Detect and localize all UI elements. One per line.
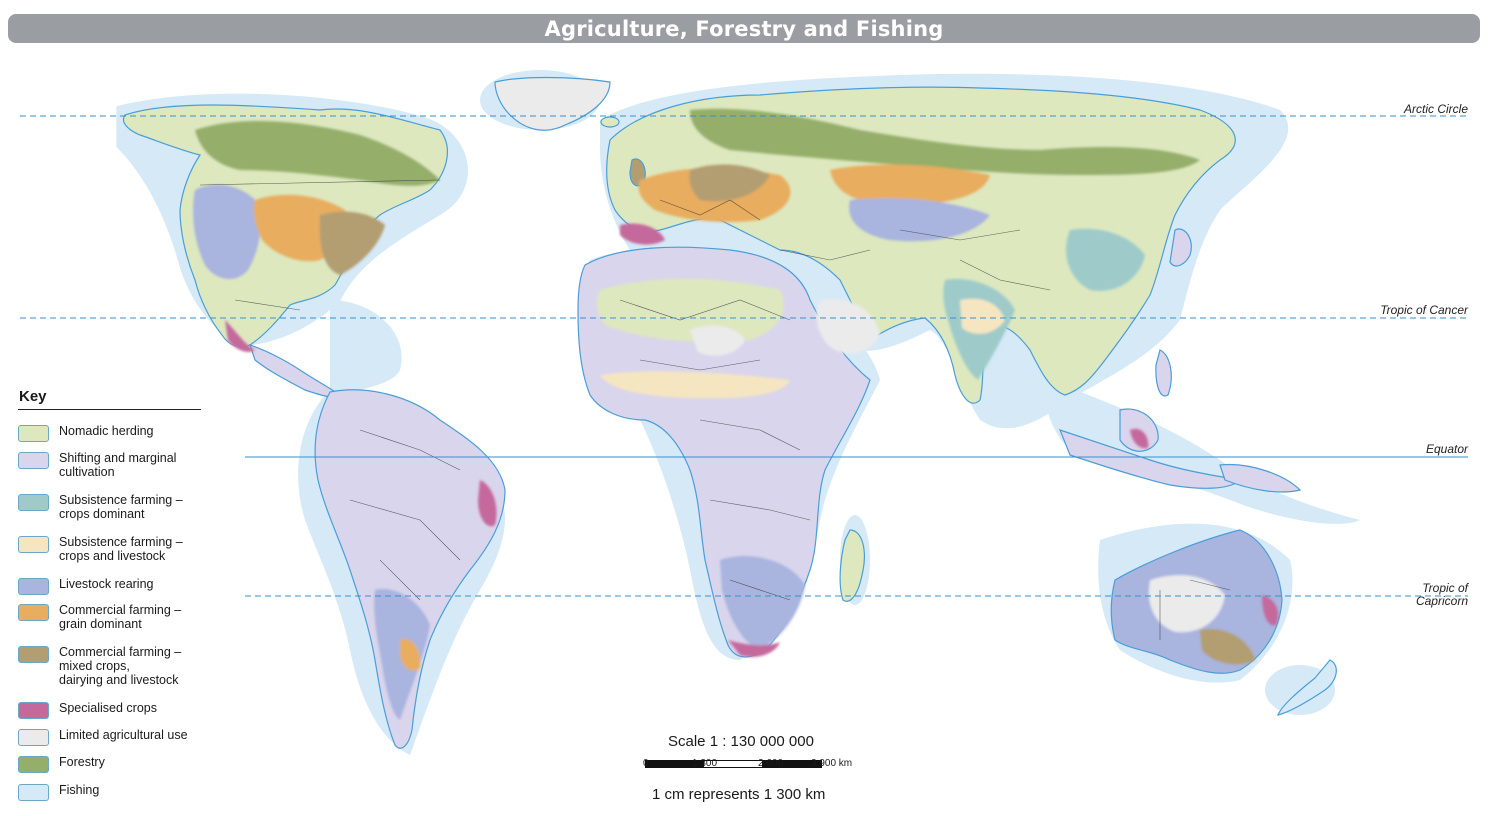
key-label: Specialised crops [59, 701, 157, 715]
japan [1169, 228, 1192, 267]
key-divider [18, 409, 201, 410]
equator-label: Equator [1425, 442, 1468, 456]
key-swatch [18, 646, 49, 663]
new-zealand [1277, 659, 1337, 716]
scale-tick-1: 1 300 [692, 758, 718, 769]
key-label: Commercial farming – mixed crops, dairyi… [59, 645, 182, 687]
scale-segment-2 [704, 761, 762, 767]
key-swatch [18, 494, 49, 511]
scale-segment-3 [762, 761, 821, 767]
land-use-overlays [193, 108, 1279, 720]
scale-tick-0: 0 [643, 758, 649, 769]
scale-title: Scale 1 : 130 000 000 [668, 733, 814, 750]
key-swatch [18, 756, 49, 773]
philippines [1155, 349, 1172, 397]
arctic-circle-label: Arctic Circle [1403, 102, 1468, 116]
map-key: Key Nomadic herding Shifting and marginal… [18, 388, 208, 801]
central-america [249, 344, 341, 398]
key-label: Forestry [59, 755, 105, 769]
key-label: Commercial farming – grain dominant [59, 603, 182, 631]
tropic-of-capricorn-label: Tropic of Capricorn [1415, 581, 1468, 608]
greenland [494, 76, 611, 131]
key-swatch [18, 452, 49, 469]
key-swatch [18, 729, 49, 746]
key-label: Subsistence farming – crops and livestoc… [59, 535, 183, 563]
scale-segment-1 [646, 761, 704, 767]
scale-tick-3: 3 900 km [811, 758, 853, 769]
scale-tick-2: 2 600 [758, 758, 784, 769]
world-map[interactable] [0, 44, 1488, 816]
key-swatch [18, 604, 49, 621]
country-borders [199, 179, 1231, 640]
key-label: Nomadic herding [59, 424, 154, 438]
key-label: Fishing [59, 783, 100, 797]
map-title: Agriculture, Forestry and Fishing [544, 16, 944, 41]
title-bar: Agriculture, Forestry and Fishing [8, 14, 1480, 43]
key-swatch [18, 536, 49, 553]
new-guinea [1219, 463, 1302, 493]
key-label: Livestock rearing [59, 577, 154, 591]
scale-note: 1 cm represents 1 300 km [652, 786, 826, 803]
key-title: Key [19, 388, 47, 405]
key-label: Shifting and marginal cultivation [59, 451, 177, 479]
madagascar [839, 529, 865, 602]
key-swatch [18, 578, 49, 595]
scale-bar [645, 760, 822, 768]
key-label: Subsistence farming – crops dominant [59, 493, 183, 521]
key-swatch [18, 702, 49, 719]
key-swatch [18, 784, 49, 801]
key-swatch [18, 425, 49, 442]
latitude-lines [20, 115, 1468, 597]
key-label: Limited agricultural use [59, 728, 188, 742]
south-america [314, 389, 506, 749]
tropic-of-cancer-label: Tropic of Cancer [1380, 303, 1468, 317]
